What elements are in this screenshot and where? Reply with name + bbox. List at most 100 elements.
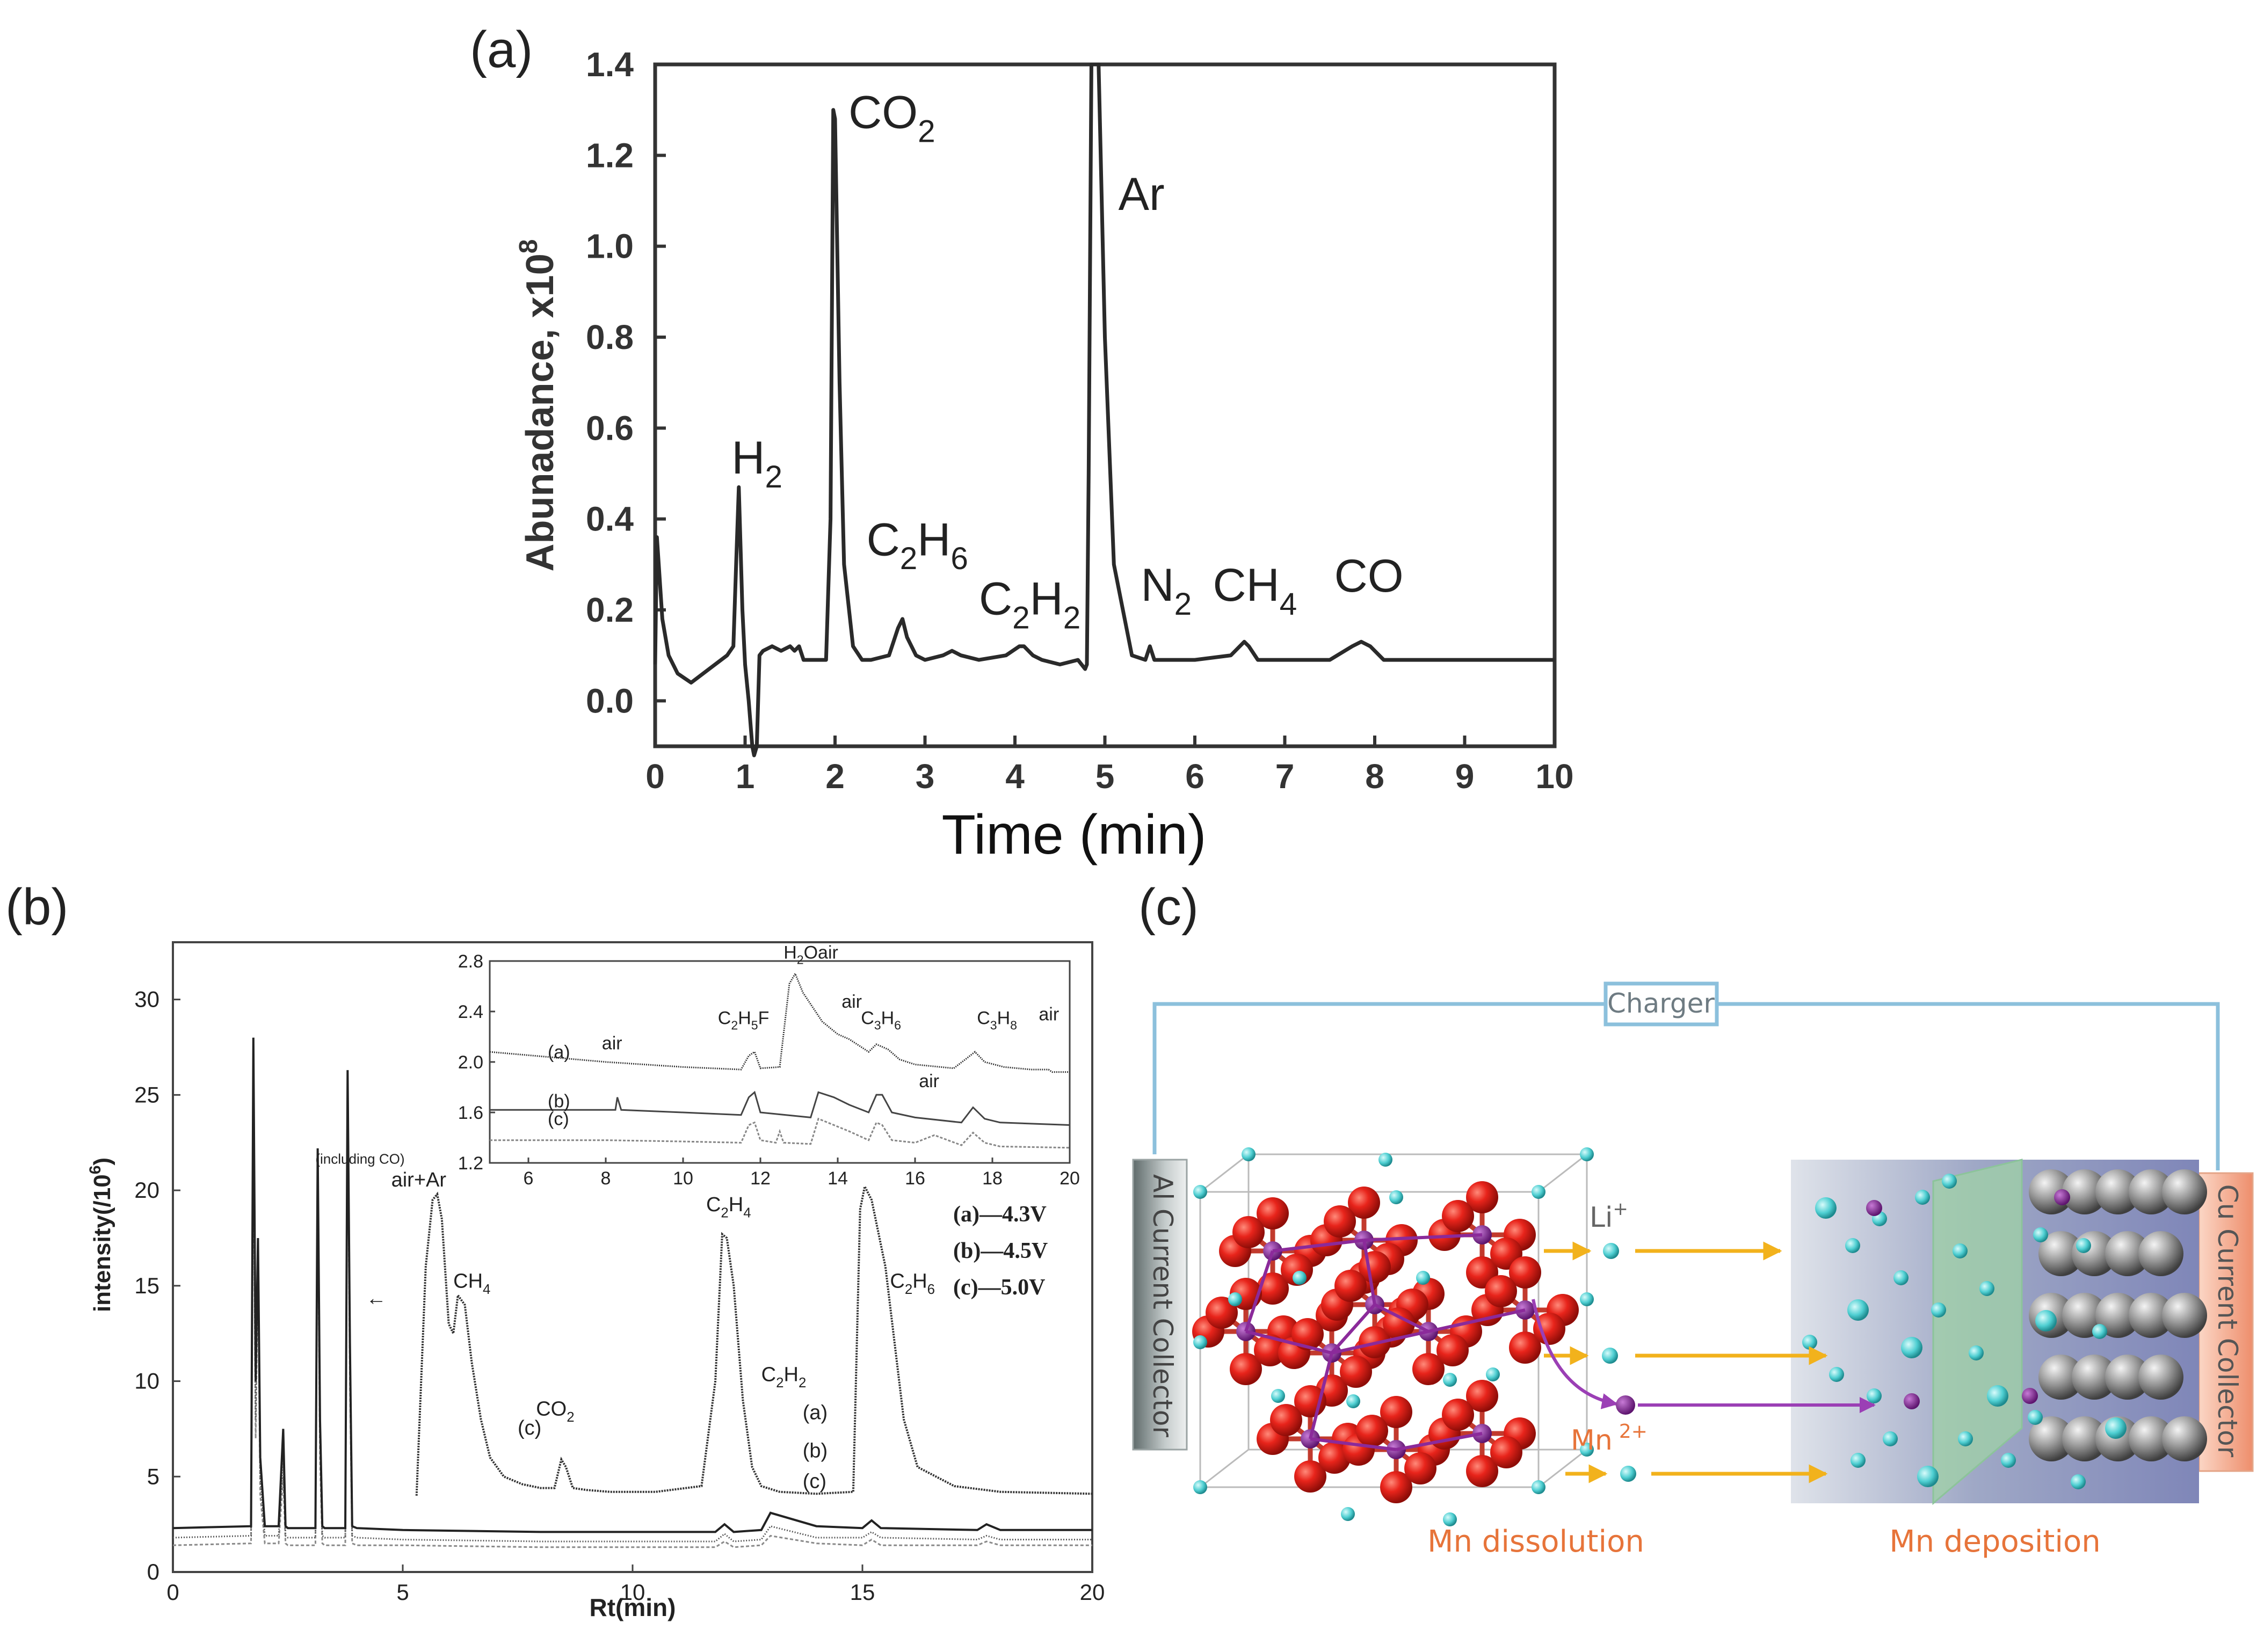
- mn-particle: [2054, 1189, 2070, 1205]
- oxygen-atom: [1324, 1205, 1356, 1238]
- mn-particle: [2022, 1388, 2038, 1404]
- graphite-atom: [2038, 1355, 2084, 1400]
- li-particle: [1979, 1281, 1994, 1296]
- li-particle: [1847, 1299, 1869, 1321]
- mn-bond: [1331, 1330, 1429, 1355]
- y-tick-label: 0: [147, 1559, 159, 1584]
- series-line-b-c: [172, 1095, 1092, 1548]
- mn-bond: [1396, 1432, 1483, 1451]
- peak-label: CO: [1334, 550, 1404, 602]
- mn-ion-icon: [1616, 1395, 1635, 1415]
- y-tick-label: 0.0: [586, 681, 634, 720]
- panel-label-b: (b): [5, 878, 68, 936]
- li-particle: [2001, 1453, 2016, 1468]
- inset-y-tick-label: 1.6: [458, 1103, 483, 1123]
- mn-bond: [1310, 1437, 1397, 1451]
- li-particle: [1802, 1335, 1817, 1350]
- graphite-atom: [2162, 1293, 2207, 1338]
- x-tick-label: 0: [645, 757, 665, 796]
- peak-label: CO2: [848, 87, 935, 149]
- lithium-atom: [1532, 1480, 1545, 1494]
- mn-bond: [1374, 1303, 1429, 1333]
- anode-region: [1791, 1159, 2207, 1505]
- series-line-a: [653, 62, 1555, 758]
- peak-label: C2H6: [867, 514, 968, 576]
- li-particle: [2033, 1227, 2048, 1242]
- li-particle: [1893, 1270, 1909, 1285]
- panel-label-c: (c): [1138, 878, 1199, 936]
- lithium-atom: [1580, 1443, 1594, 1457]
- lithium-atom: [1271, 1389, 1285, 1403]
- mn-bond: [1309, 1352, 1333, 1439]
- y-tick-label: 30: [134, 987, 159, 1012]
- graphite-atom: [2105, 1231, 2150, 1276]
- mn-bond: [1428, 1308, 1526, 1333]
- x-axis-label-a: Time (min): [942, 804, 1207, 866]
- graphite-atom: [2029, 1416, 2074, 1461]
- oxygen-atom: [1404, 1452, 1436, 1484]
- peak-label: air: [919, 1071, 939, 1091]
- oxygen-atom: [1291, 1318, 1324, 1350]
- mn-migration-arrow: [1532, 1299, 1876, 1415]
- circuit-wire: [1152, 1002, 2220, 1170]
- li-particle: [1917, 1466, 1939, 1487]
- li-particle: [2105, 1417, 2127, 1439]
- plot-frame-a: [653, 62, 1557, 748]
- graphite-atom: [2129, 1416, 2174, 1461]
- li-particle: [1931, 1302, 1946, 1318]
- peak-label: C2H5F: [718, 1008, 770, 1032]
- graphite-atom: [2138, 1355, 2183, 1400]
- y-tick-label: 0.8: [586, 318, 634, 356]
- peak-label: ←: [366, 1287, 387, 1309]
- oxygen-atom: [1509, 1331, 1541, 1364]
- y-tick-label: 0.2: [586, 591, 634, 629]
- inset-y-tick-label: 1.2: [458, 1153, 483, 1174]
- legend-item: (b)—4.5V: [953, 1239, 1048, 1263]
- graphite-atom: [2162, 1416, 2207, 1461]
- inset-line-a: [489, 972, 1070, 1073]
- x-tick-label: 10: [620, 1580, 645, 1605]
- panel-label-a: (a): [470, 21, 533, 78]
- oxygen-atom: [1254, 1334, 1286, 1366]
- graphite-atom: [2105, 1355, 2150, 1400]
- charger-box: Charger: [1603, 981, 1719, 1027]
- series-line-b-a: [172, 1037, 1092, 1533]
- legend-b: (a)—4.3V (b)—4.5V (c)—5.0V: [953, 1202, 1048, 1300]
- oxygen-atom: [1257, 1197, 1289, 1229]
- oxygen-atom: [1466, 1181, 1498, 1213]
- cu-current-collector: Cu Current Collector: [2198, 1172, 2254, 1472]
- oxygen-atom: [1466, 1380, 1498, 1412]
- deposited-particles: [1802, 1174, 2127, 1489]
- li-particle: [2092, 1324, 2107, 1339]
- li-particle: [1969, 1345, 1984, 1360]
- charger-label: Charger: [1607, 988, 1715, 1019]
- graphite-atom: [2072, 1355, 2117, 1400]
- unit-cell-edge: [1538, 1153, 1587, 1193]
- peak-label: CO2: [536, 1398, 574, 1425]
- axis-ticks-b: 0 5 10 15 20 0 5 10 15 20 25 30: [134, 987, 1105, 1605]
- mn-bond: [1330, 1304, 1376, 1354]
- peak-label: Ar: [1119, 169, 1165, 220]
- x-tick-label: 1: [736, 757, 755, 796]
- li-particle: [2035, 1310, 2057, 1331]
- inset-y-tick-label: 2.0: [458, 1052, 483, 1073]
- peak-label: C2H6: [890, 1270, 935, 1297]
- y-tick-label: 1.4: [586, 45, 634, 84]
- lithium-atom: [1228, 1292, 1242, 1306]
- inset-y-tick-label: 2.8: [458, 951, 483, 972]
- lithium-atom: [1532, 1185, 1545, 1199]
- oxygen-atom: [1232, 1216, 1265, 1248]
- y-tick-label: 0.4: [586, 500, 634, 538]
- legend-item: (a)—4.3V: [953, 1202, 1047, 1227]
- inset-x-tick-label: 8: [601, 1168, 611, 1189]
- unit-cell-edge: [1200, 1449, 1249, 1488]
- oxygen-atom: [1356, 1415, 1388, 1447]
- x-tick-label: 5: [396, 1580, 409, 1605]
- oxygen-atom: [1294, 1460, 1326, 1493]
- spinel-crystal-structure: [1192, 1147, 1594, 1526]
- mn-dissolution-label: Mn dissolution: [1427, 1524, 1644, 1559]
- oxygen-atom: [1270, 1404, 1302, 1436]
- al-collector-label: Al Current Collector: [1147, 1174, 1178, 1437]
